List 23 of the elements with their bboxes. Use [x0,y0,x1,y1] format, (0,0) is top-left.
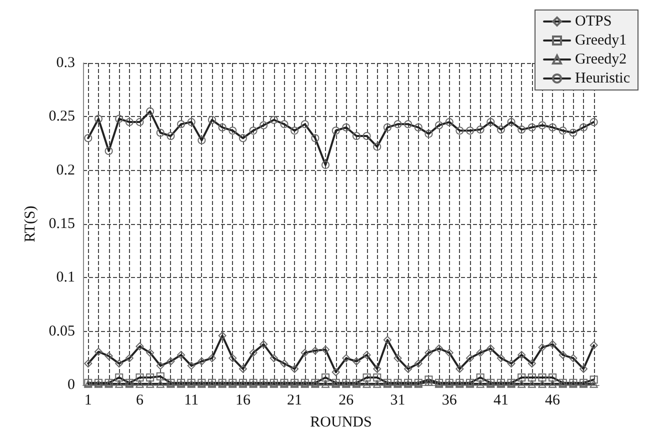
x-tick-label: 31 [390,392,406,408]
y-tick-label: 0.15 [48,216,75,232]
x-tick-label: 46 [545,392,561,408]
x-tick-label: 26 [338,392,354,408]
x-tick-label: 6 [136,392,144,408]
x-tick-label: 21 [287,392,302,408]
y-tick-label: 0.2 [56,162,75,178]
x-tick-label: 11 [184,392,199,408]
y-axis-title: RT(S) [22,206,38,242]
y-tick-label: 0.05 [48,323,75,340]
x-tick-label: 1 [84,392,92,408]
x-tick-label: 36 [442,392,458,408]
x-axis-title: ROUNDS [310,414,372,430]
y-tick-label: 0 [68,377,75,393]
x-tick-label: 16 [235,392,251,408]
y-tick-label: 0.25 [48,108,75,125]
y-tick-label: 0.1 [56,270,75,286]
x-tick-label: 41 [493,392,508,408]
legend-label: OTPS [575,14,612,30]
legend-label: Greedy1 [575,32,627,48]
legend-label: Greedy2 [575,52,627,68]
y-tick-label: 0.3 [56,55,75,71]
legend-label: Heuristic [575,70,630,86]
